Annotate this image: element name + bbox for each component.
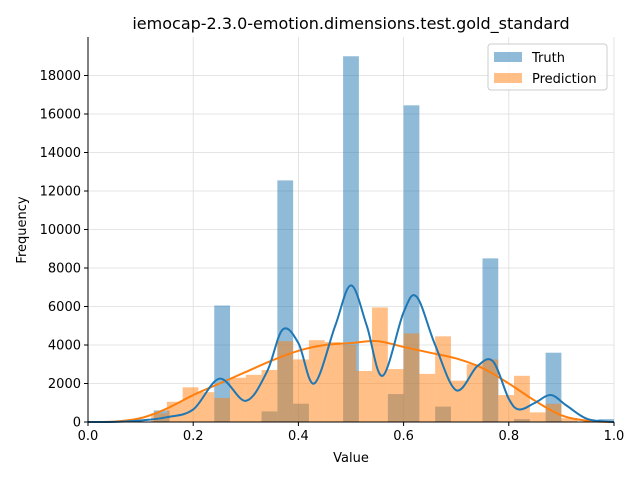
legend-swatch-prediction [494, 73, 522, 83]
bar-prediction [498, 395, 515, 422]
legend-label-prediction: Prediction [532, 72, 597, 87]
x-tick-label: 0.8 [498, 429, 519, 444]
x-tick-label: 0.0 [78, 429, 99, 444]
bar-prediction [356, 370, 373, 422]
legend-label-truth: Truth [531, 51, 565, 66]
kde-curves [87, 284, 615, 424]
bar-prediction [529, 412, 546, 422]
y-tick-label: 14000 [40, 146, 81, 161]
y-tick-label: 16000 [40, 108, 81, 123]
y-tick-label: 6000 [48, 300, 81, 315]
bar-prediction [387, 369, 404, 422]
y-axis-label: Frequency [15, 196, 30, 263]
bar-prediction [514, 375, 530, 422]
y-tick-label: 12000 [40, 185, 81, 200]
bar-prediction [419, 373, 436, 422]
y-tick-label: 18000 [40, 69, 81, 84]
tick-labels: 0.0 0.2 0.4 0.6 0.8 1.0 0 2000 4000 6000 8000 10000… [40, 69, 625, 444]
bar-prediction [450, 380, 467, 422]
x-tick-label: 1.0 [604, 429, 625, 444]
bar-prediction [561, 418, 578, 422]
bar-truth [214, 305, 231, 422]
bar-prediction [293, 359, 309, 422]
bar-prediction [198, 392, 215, 422]
legend-swatch-truth [494, 52, 522, 62]
x-tick-label: 0.6 [393, 429, 414, 444]
bar-prediction [340, 345, 357, 422]
legend: Truth Prediction [487, 43, 608, 91]
y-tick-label: 0 [73, 416, 81, 431]
kde-line-truth [87, 284, 615, 424]
bar-prediction [277, 341, 294, 422]
bar-truth [343, 56, 359, 422]
bar-prediction [372, 307, 388, 422]
bar-prediction [261, 370, 278, 422]
y-tick-label: 10000 [40, 223, 81, 238]
bar-prediction [324, 342, 341, 422]
x-tick-label: 0.4 [288, 429, 309, 444]
bar-truth [598, 419, 614, 422]
y-tick-label: 8000 [48, 262, 81, 277]
bar-prediction [545, 403, 562, 422]
bar-prediction [403, 333, 420, 422]
kde-line-prediction [87, 340, 615, 424]
bar-prediction [214, 397, 231, 422]
x-axis-label: Value [333, 451, 369, 466]
bar-prediction [245, 374, 262, 422]
x-tick-label: 0.2 [183, 429, 204, 444]
bar-prediction [230, 377, 246, 422]
prediction-bars [151, 307, 578, 422]
chart-title: iemocap-2.3.0-emotion.dimensions.test.go… [132, 14, 569, 34]
y-tick-label: 4000 [48, 339, 81, 354]
bar-prediction [182, 387, 199, 422]
bar-prediction [466, 364, 483, 422]
y-tick-label: 2000 [48, 377, 81, 392]
